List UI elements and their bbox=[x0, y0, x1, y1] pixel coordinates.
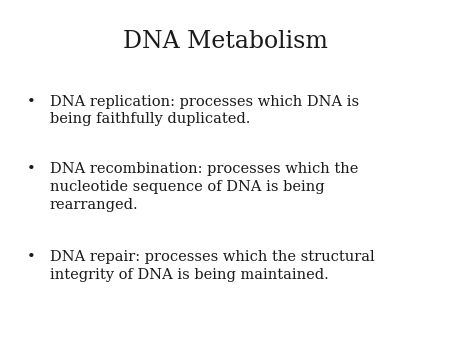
Text: DNA repair: processes which the structural
integrity of DNA is being maintained.: DNA repair: processes which the structur… bbox=[50, 250, 374, 282]
Text: •: • bbox=[27, 162, 36, 176]
Text: DNA replication: processes which DNA is
being faithfully duplicated.: DNA replication: processes which DNA is … bbox=[50, 95, 359, 126]
Text: •: • bbox=[27, 250, 36, 264]
Text: DNA Metabolism: DNA Metabolism bbox=[122, 30, 328, 53]
Text: DNA recombination: processes which the
nucleotide sequence of DNA is being
rearr: DNA recombination: processes which the n… bbox=[50, 162, 358, 212]
Text: •: • bbox=[27, 95, 36, 108]
